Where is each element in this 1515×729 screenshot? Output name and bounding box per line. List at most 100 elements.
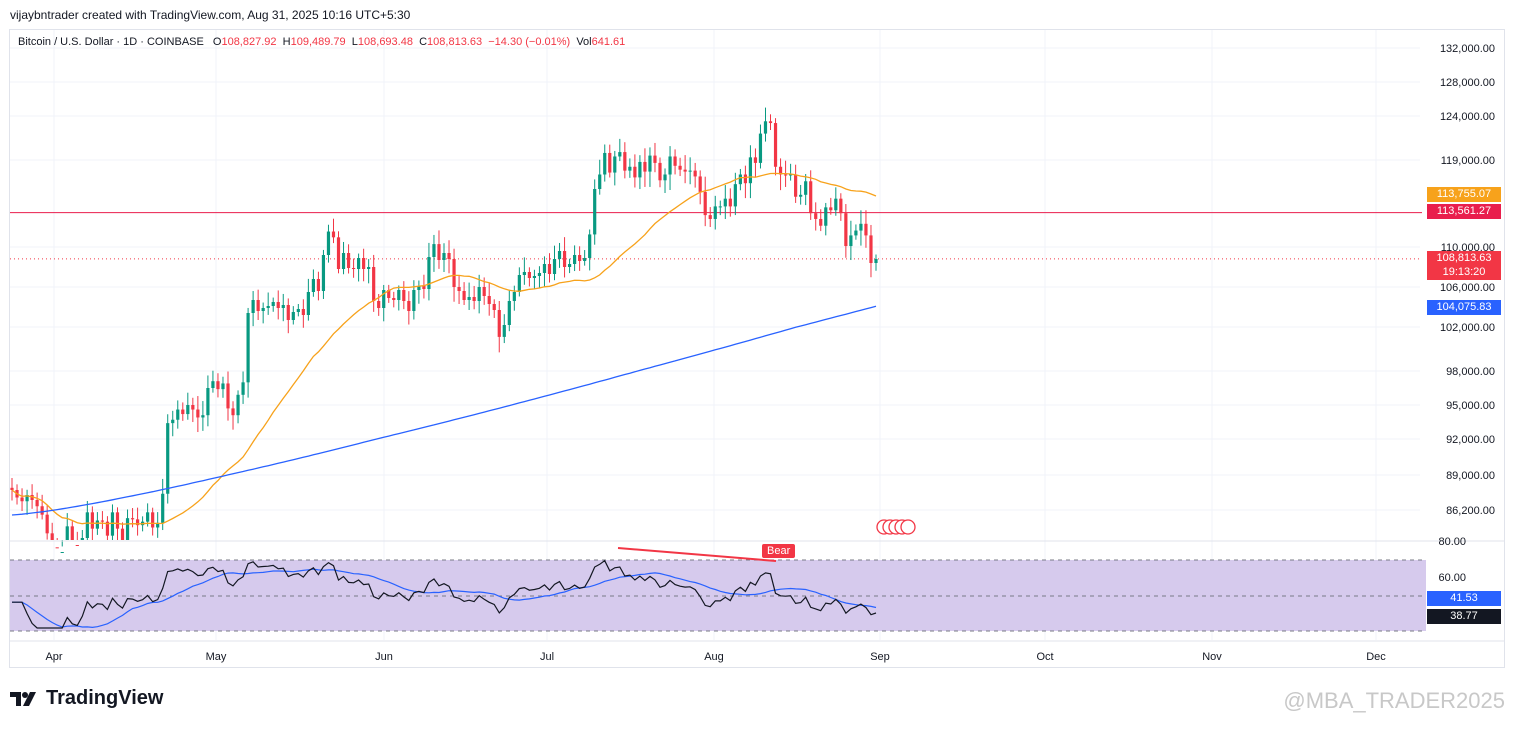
candle-body [693,170,697,177]
candle-body [517,275,521,292]
candle-body [527,272,531,278]
candle-body [638,161,642,178]
y-tick-label: 89,000.00 [1446,470,1495,482]
candle-body [552,259,557,274]
candle-body [849,235,853,247]
candle-body [477,287,481,301]
candle-body [201,415,205,418]
candle-body [844,213,848,247]
candle-body [472,297,476,301]
y-tick-label: 128,000.00 [1440,77,1495,89]
candles-group [10,107,878,553]
candle-body [196,409,200,418]
candle-body [623,152,627,171]
tradingview-logo[interactable]: TradingView [10,687,163,710]
candle-body [588,234,592,258]
candle-body [402,290,406,301]
rsi-tick-label: 80.00 [1438,536,1466,548]
candle-body [748,157,753,184]
open-value: 108,827.92 [221,36,277,48]
y-tick-label: 124,000.00 [1440,111,1495,123]
candle-body [45,514,49,534]
candle-body [537,273,542,276]
x-tick-label: Oct [1036,651,1053,663]
candle-body [432,244,436,257]
candle-body [768,121,773,124]
candle-body [532,276,537,278]
rsi-ma-tag: 41.53 [1427,591,1501,606]
candle-body [663,174,667,181]
candle-body [763,121,768,134]
candle-body [492,304,496,310]
high-value: 109,489.79 [290,36,346,48]
x-tick-label: May [206,651,227,663]
candle-body [276,302,280,308]
candle-body [658,162,662,181]
change-value: −14.30 (−0.01%) [488,36,571,48]
candle-body [191,405,195,410]
candle-body [814,213,818,219]
candle-body [869,235,873,263]
x-tick-label: Aug [704,651,724,663]
candle-body [397,290,401,300]
candle-body [743,174,747,184]
y-tick-label: 92,000.00 [1446,434,1495,446]
symbol-label[interactable]: Bitcoin / U.S. Dollar · 1D · COINBASE [18,36,204,48]
x-tick-label: Jul [540,651,554,663]
countdown-tag: 19:13:20 [1427,265,1501,280]
y-tick-label: 102,000.00 [1440,322,1495,334]
candle-body [794,174,798,197]
candle-body [854,230,858,236]
candle-body [392,298,396,300]
candle-body [156,522,160,528]
candle-body [673,156,677,166]
candle-body [351,268,356,269]
candle-body [291,312,295,320]
candle-body [804,181,808,195]
candle-body [181,409,185,415]
candle-body [120,528,125,540]
rsi-line [12,559,877,629]
candle-body [286,305,290,320]
tradingview-logo-text: TradingView [46,687,164,709]
candle-body [382,290,386,308]
y-tick-label: 119,000.00 [1441,155,1495,167]
candle-body [487,296,491,304]
x-tick-label: Sep [870,651,890,663]
candle-body [55,547,59,549]
candle-body [115,512,120,529]
candle-body [512,292,516,301]
candle-body [281,305,285,308]
candle-body [593,189,597,235]
candle-body [653,155,657,163]
close-value: 108,813.63 [427,36,483,48]
candle-body [135,519,140,526]
candle-body [447,253,451,259]
candle-body [708,215,712,219]
candle-body [70,526,74,540]
y-tick-label: 106,000.00 [1440,282,1495,294]
candle-body [30,495,34,500]
economic-event-icon [900,519,916,535]
candle-body [522,272,526,275]
volume-label: Vol [576,36,592,48]
candle-body [146,512,150,522]
candle-body [216,381,220,390]
candle-body [678,165,682,170]
candle-body [819,218,823,226]
candle-body [246,313,250,383]
candle-body [618,152,622,157]
candle-body [105,521,110,536]
x-tick-label: Nov [1202,651,1222,663]
hline-price-tag[interactable]: 113,561.27 [1427,204,1501,219]
candle-body [457,287,461,291]
rsi-tick-label: 60.00 [1438,572,1466,584]
bear-divergence-label: Bear [762,544,796,558]
candle-body [25,495,29,502]
candle-body [412,290,416,311]
candle-body [829,207,833,211]
candle-body [266,306,270,308]
candle-body [407,301,411,311]
ma50-price-tag: 113,755.07 [1427,187,1501,202]
